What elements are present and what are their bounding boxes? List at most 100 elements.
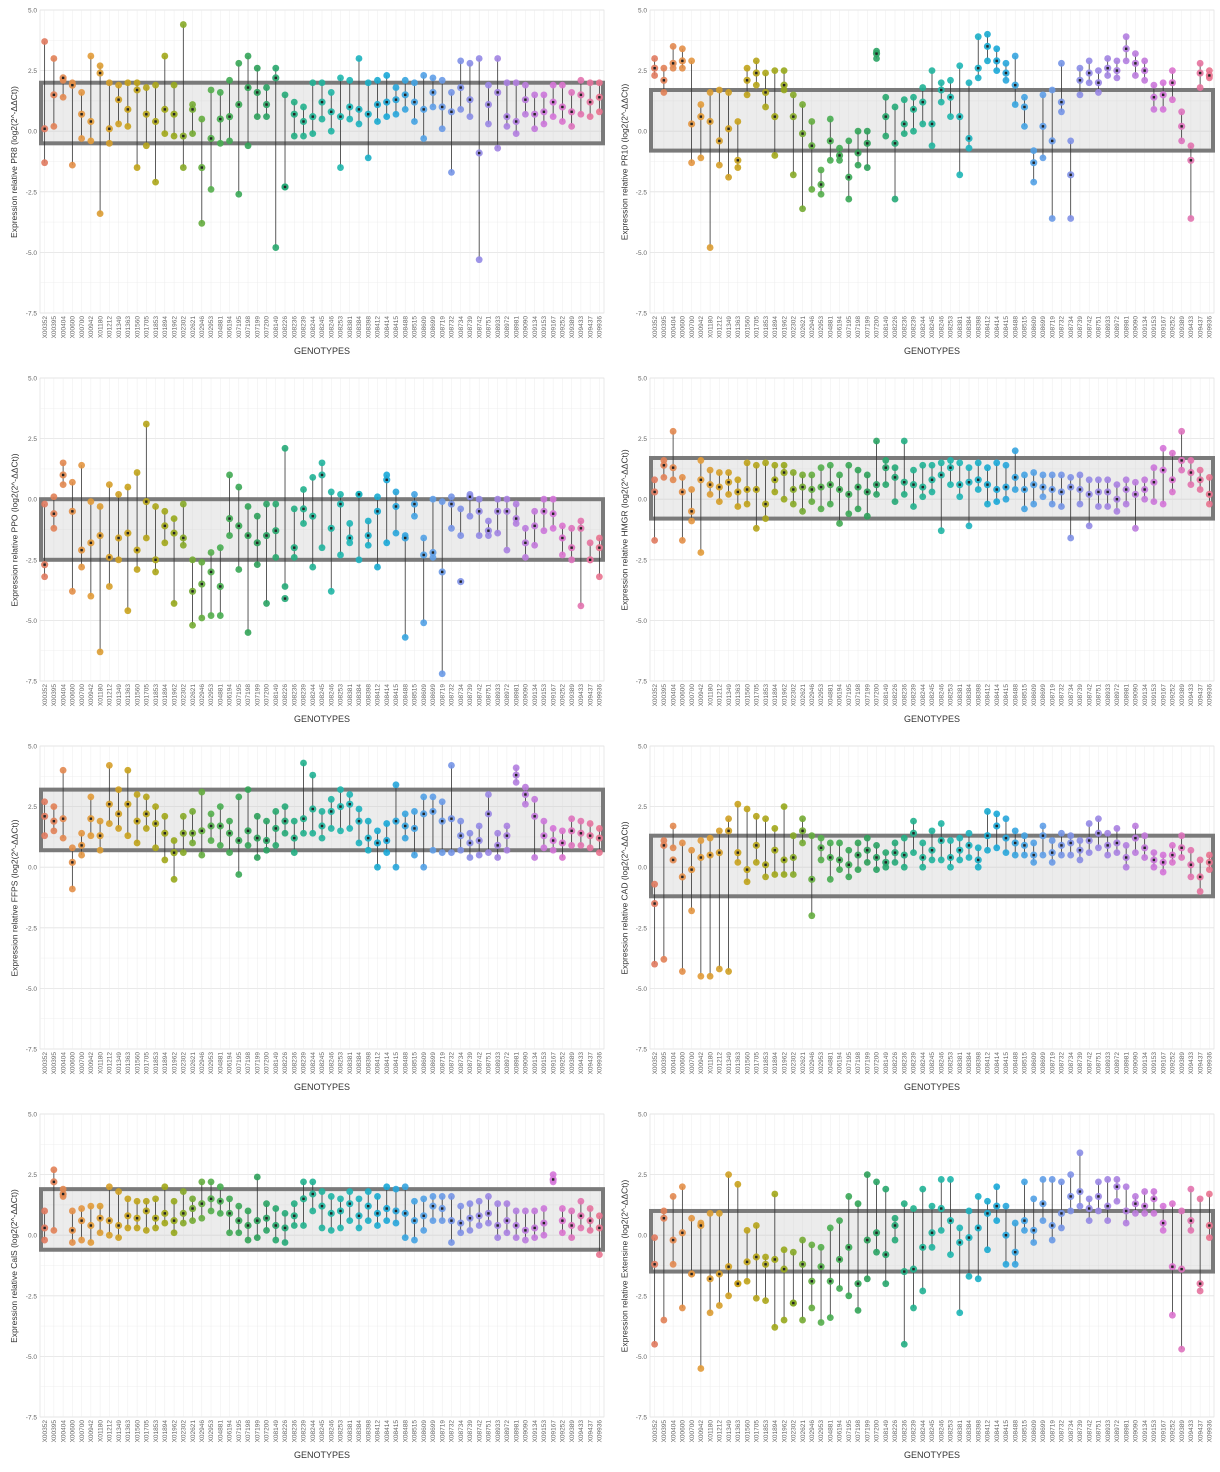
- min-point: [401, 1234, 409, 1242]
- mean-marker: [1161, 93, 1165, 97]
- max-point: [1168, 1200, 1176, 1208]
- min-point: [669, 844, 677, 852]
- max-point: [799, 1236, 806, 1244]
- mean-marker: [977, 858, 980, 862]
- min-point: [87, 137, 95, 145]
- x-tick-label: X08972: [504, 1420, 511, 1443]
- y-tick-label: -7.5: [26, 679, 38, 686]
- max-point: [1039, 471, 1047, 479]
- max-point: [429, 495, 437, 503]
- min-point: [799, 839, 806, 847]
- mean-marker: [367, 836, 370, 840]
- x-tick-label: X08488: [1012, 684, 1019, 707]
- x-tick-label: X08239: [301, 1420, 308, 1443]
- min-point: [900, 130, 908, 138]
- min-point: [457, 105, 465, 113]
- x-tick-label: X09252: [1170, 1420, 1177, 1443]
- max-point: [364, 79, 372, 87]
- x-tick-label: X08739: [467, 1052, 474, 1075]
- max-point: [974, 1193, 982, 1200]
- min-point: [1122, 500, 1130, 508]
- mean-marker: [708, 483, 712, 486]
- max-point: [1141, 57, 1149, 65]
- max-point: [392, 1185, 400, 1193]
- y-tick-label: -7.5: [636, 1047, 648, 1054]
- mean-marker: [838, 488, 841, 491]
- max-point: [263, 817, 270, 825]
- max-point: [1113, 1176, 1121, 1183]
- min-point: [752, 524, 760, 532]
- x-tick-label: X08236: [901, 316, 908, 339]
- max-point: [947, 457, 954, 464]
- mean-marker: [496, 1224, 499, 1227]
- max-point: [697, 457, 705, 464]
- mean-marker: [755, 488, 758, 491]
- min-point: [919, 1287, 927, 1295]
- x-tick-label: X09433: [578, 316, 585, 339]
- min-point: [87, 592, 95, 600]
- mean-marker: [1143, 488, 1146, 491]
- x-tick-label: X01363: [735, 316, 742, 339]
- mean-marker: [681, 490, 684, 494]
- min-point: [752, 858, 760, 866]
- mean-marker: [524, 541, 527, 545]
- max-point: [752, 1222, 760, 1229]
- x-tick-label: X01853: [153, 1420, 160, 1443]
- x-tick-label: X08488: [402, 316, 409, 339]
- mean-marker: [404, 536, 407, 540]
- x-axis-title: GENOTYPES: [293, 346, 350, 356]
- mean-marker: [681, 1231, 684, 1234]
- max-point: [595, 79, 603, 87]
- x-tick-label: X02953: [208, 1420, 215, 1443]
- max-point: [522, 81, 529, 89]
- max-point: [1002, 1202, 1010, 1210]
- x-tick-label: X01560: [134, 684, 141, 707]
- mean-marker: [570, 1224, 573, 1227]
- mean-marker: [903, 1270, 906, 1273]
- x-tick-label: X09437: [1197, 316, 1204, 339]
- min-point: [660, 1316, 668, 1324]
- min-point: [669, 476, 677, 484]
- min-point: [272, 244, 280, 251]
- max-point: [1122, 476, 1130, 484]
- min-point: [678, 64, 686, 72]
- max-point: [734, 800, 742, 808]
- min-point: [1187, 873, 1195, 881]
- min-point: [586, 1226, 594, 1234]
- min-point: [448, 849, 455, 857]
- min-point: [337, 1224, 344, 1232]
- x-tick-label: X08415: [1003, 316, 1010, 339]
- min-point: [290, 849, 298, 857]
- max-point: [1076, 64, 1084, 72]
- mean-marker: [1134, 493, 1137, 496]
- max-point: [531, 507, 539, 515]
- x-tick-label: X09433: [578, 1420, 585, 1443]
- mean-marker: [477, 151, 481, 155]
- min-point: [383, 1217, 391, 1225]
- mean-marker: [856, 1282, 860, 1285]
- min-point: [448, 169, 455, 176]
- y-tick-label: -7.5: [636, 1415, 648, 1422]
- min-point: [688, 159, 696, 167]
- min-point: [1058, 503, 1065, 510]
- max-point: [549, 825, 557, 832]
- mean-marker: [89, 1224, 93, 1227]
- mean-marker: [265, 839, 268, 842]
- x-tick-label: X07198: [855, 1420, 862, 1443]
- x-tick-label: X01363: [125, 684, 132, 707]
- mean-marker: [958, 483, 961, 486]
- min-point: [577, 1224, 585, 1232]
- max-point: [669, 1193, 677, 1200]
- mean-marker: [810, 488, 814, 491]
- x-tick-label: X08244: [920, 316, 927, 339]
- max-point: [660, 64, 668, 72]
- max-point: [928, 461, 936, 469]
- min-point: [854, 505, 862, 513]
- mean-marker: [1161, 1221, 1165, 1225]
- x-tick-label: X09134: [532, 1420, 539, 1443]
- mean-marker: [172, 851, 176, 854]
- mean-marker: [977, 1226, 980, 1230]
- mean-marker: [708, 1277, 712, 1281]
- x-tick-label: X08699: [430, 684, 437, 707]
